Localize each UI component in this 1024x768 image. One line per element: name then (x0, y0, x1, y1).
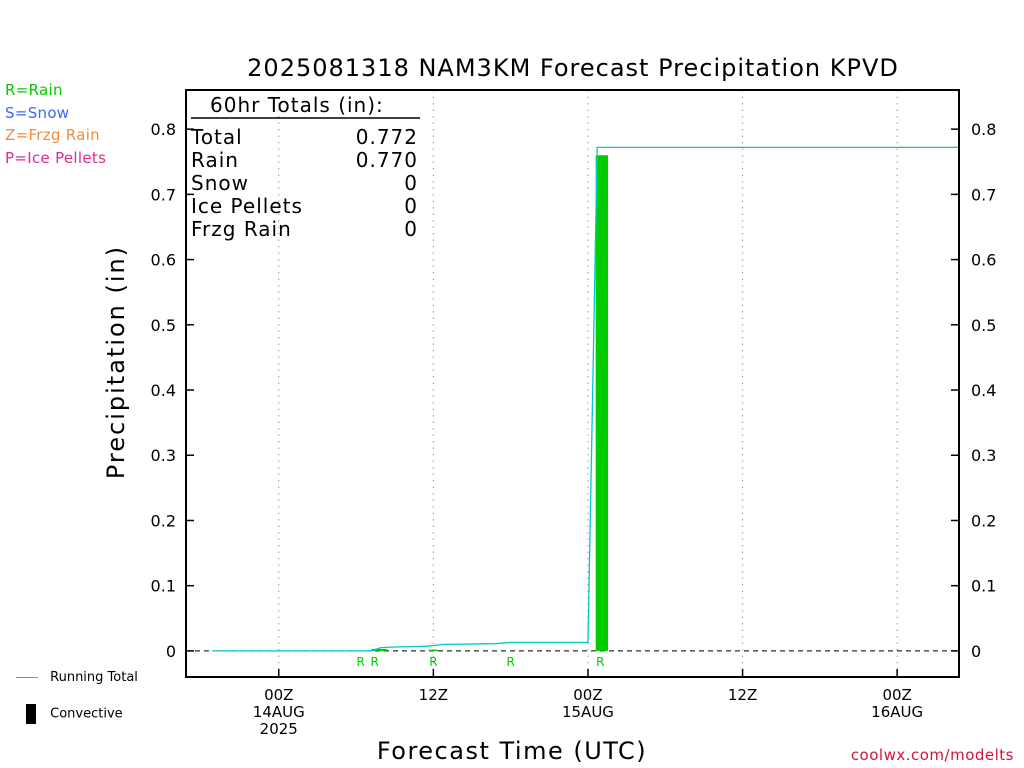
y-tick-label-right-2: 0.2 (971, 511, 996, 530)
y-axis-label: Precipitation (in) (102, 245, 130, 479)
x-tick-label-0-2: 2025 (260, 720, 298, 738)
y-tick-label-left-0: 0 (166, 642, 176, 661)
legend-ice-pellets: P=Ice Pellets (5, 148, 107, 167)
running-total-label: Running Total (50, 670, 138, 685)
y-tick-label-left-3: 0.3 (151, 446, 176, 465)
totals-title: 60hr Totals (in): (210, 93, 384, 117)
ptype-mark-0: R (357, 655, 365, 669)
y-tick-label-right-3: 0.3 (971, 446, 996, 465)
convective-rain-bar-0 (595, 155, 609, 651)
totals-row-label-3: Ice Pellets (191, 194, 303, 218)
y-tick-label-left-7: 0.7 (151, 185, 176, 204)
y-tick-label-left-2: 0.2 (151, 511, 176, 530)
small-rain-bar-1 (428, 649, 438, 652)
x-tick-label-1-0: 12Z (419, 686, 448, 704)
ptype-mark-2: R (429, 655, 437, 669)
y-tick-label-right-1: 0.1 (971, 577, 996, 596)
plot-frame (185, 89, 960, 678)
y-tick-label-left-1: 0.1 (151, 577, 176, 596)
y-tick-label-left-6: 0.6 (151, 251, 176, 270)
running-total-legend: Running Total (16, 670, 138, 685)
y-tick-label-left-8: 0.8 (151, 120, 176, 139)
small-rain-bar-0 (371, 648, 387, 651)
y-tick-label-right-6: 0.6 (971, 251, 996, 270)
y-tick-label-right-4: 0.4 (971, 381, 996, 400)
totals-box: 60hr Totals (in): Total 0.772 Rain 0.770 Snow… (190, 93, 420, 241)
x-tick-label-4-0: 00Z (882, 686, 911, 704)
y-tick-label-left-4: 0.4 (151, 381, 176, 400)
totals-row-label-2: Snow (191, 171, 249, 195)
y-tick-label-right-8: 0.8 (971, 120, 996, 139)
legend-frzg-rain: Z=Frzg Rain (5, 126, 100, 144)
legend-snow: S=Snow (5, 103, 70, 122)
chart-title: 2025081318 NAM3KM Forecast Precipitation… (247, 54, 899, 82)
totals-row-value-2: 0 (404, 171, 418, 195)
x-tick-label-0-0: 00Z (264, 686, 293, 704)
x-tick-label-3-0: 12Z (728, 686, 757, 704)
y-tick-label-right-7: 0.7 (971, 185, 996, 204)
credit-link[interactable]: coolwx.com/modelts (850, 746, 1014, 764)
totals-row-label-0: Total (190, 125, 243, 149)
running-total-swatch (16, 677, 38, 678)
x-tick-label-2-0: 00Z (573, 686, 602, 704)
totals-row-label-4: Frzg Rain (191, 217, 292, 241)
totals-row-value-4: 0 (404, 217, 418, 241)
totals-row-value-3: 0 (404, 194, 418, 218)
totals-row-value-0: 0.772 (356, 125, 418, 149)
y-tick-label-left-5: 0.5 (151, 316, 176, 335)
totals-row-label-1: Rain (191, 148, 239, 172)
plot-area: R R R R R0 00.1 0.10.2 0.20.3 0.30.4 0.40.5 0.50.6… (151, 89, 996, 738)
ptype-mark-1: R (370, 655, 378, 669)
x-tick-label-0-1: 14AUG (253, 703, 305, 721)
ptype-legend: R=Rain S=Snow Z=Frzg Rain P=Ice Pellets (5, 79, 106, 169)
ptype-mark-3: R (506, 655, 514, 669)
y-tick-label-right-0: 0 (971, 642, 981, 661)
totals-row-value-1: 0.770 (356, 148, 418, 172)
ptype-mark-4: R (596, 655, 604, 669)
x-tick-label-4-1: 16AUG (871, 703, 923, 721)
legend-rain: R=Rain (5, 81, 63, 99)
convective-swatch (26, 704, 36, 724)
x-tick-label-2-1: 15AUG (562, 703, 614, 721)
running-total-line (212, 146, 959, 652)
y-tick-label-right-5: 0.5 (971, 316, 996, 335)
convective-legend: Convective (16, 704, 123, 724)
convective-label: Convective (50, 706, 123, 722)
x-axis-label: Forecast Time (UTC) (377, 737, 647, 765)
